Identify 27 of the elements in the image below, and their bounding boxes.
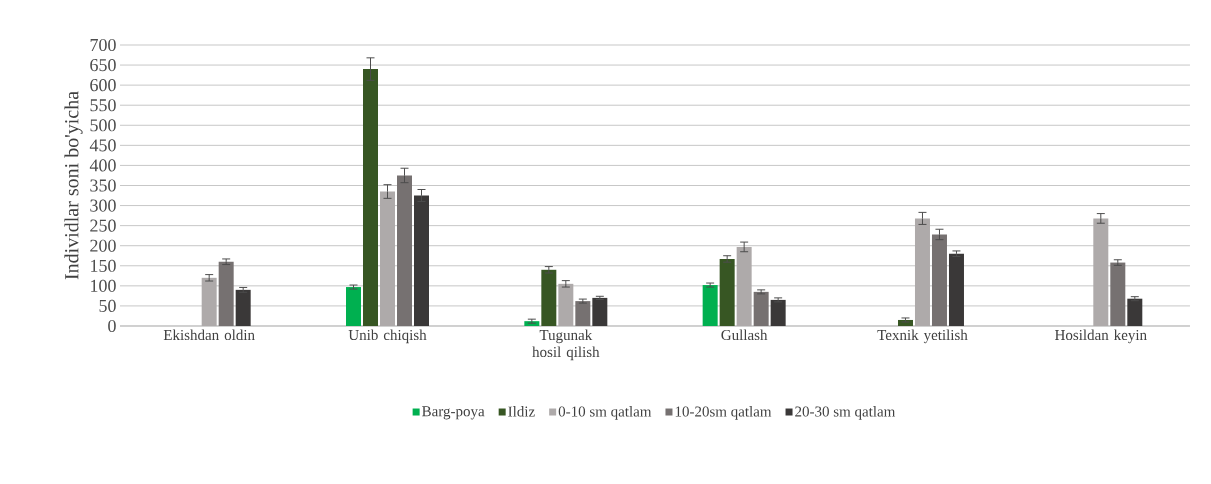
legend-label: 0-10 sm qatlam bbox=[558, 406, 652, 420]
y-tick-label: 100 bbox=[91, 279, 116, 292]
y-tick-label: 150 bbox=[91, 259, 116, 272]
x-tick-label: Texnik yetilish bbox=[877, 329, 968, 344]
y-tick-label: 200 bbox=[90, 239, 116, 252]
y-tick-label: 500 bbox=[90, 119, 116, 132]
y-tick-label: 50 bbox=[99, 299, 116, 312]
y-axis-title: Individlar soni bo'yicha bbox=[64, 91, 83, 280]
y-tick-label: 700 bbox=[90, 38, 116, 52]
legend-label: 20-30 sm qatlam bbox=[795, 406, 896, 420]
legend-label: Barg-poya bbox=[422, 406, 485, 420]
x-tick-label: Gullash bbox=[721, 329, 768, 341]
x-tick-label: Unib chiqish bbox=[348, 329, 427, 344]
y-tick-label: 0 bbox=[108, 319, 116, 333]
legend-label: Ildiz bbox=[508, 406, 535, 417]
x-tick-label: Hosildan keyin bbox=[1055, 329, 1147, 344]
y-tick-label: 400 bbox=[89, 159, 116, 172]
y-tick-label: 600 bbox=[90, 79, 116, 92]
y-tick-label: 350 bbox=[90, 179, 116, 192]
y-tick-label: 450 bbox=[89, 139, 116, 152]
y-tick-label: 300 bbox=[90, 199, 116, 212]
y-tick-label: 550 bbox=[90, 99, 116, 112]
x-tick-label: Ekishdan oldin bbox=[163, 329, 255, 341]
x-tick-label: Tugunak hosil qilish bbox=[532, 329, 600, 361]
y-tick-label: 650 bbox=[90, 59, 116, 72]
y-tick-label: 250 bbox=[90, 219, 116, 232]
legend-label: 10-20sm qatlam bbox=[675, 406, 772, 420]
